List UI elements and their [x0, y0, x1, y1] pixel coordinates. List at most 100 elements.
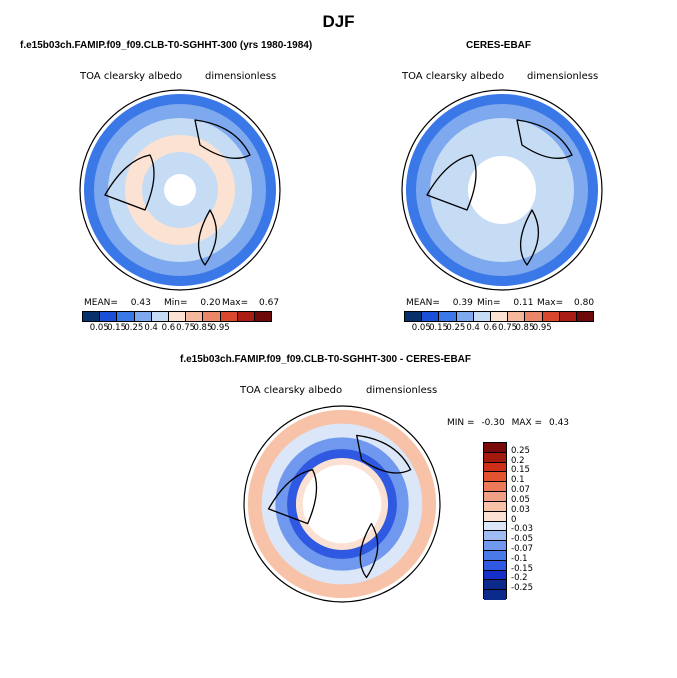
- panel-1-colorbar-swatch: [83, 312, 101, 321]
- panel-3-colorbar-swatch: [484, 443, 506, 453]
- panel-2-max-value: 0.80: [574, 298, 595, 308]
- panel-2-colorbar-tick-label: 0.05: [411, 323, 431, 333]
- panel-3-colorbar-swatch: [484, 511, 506, 522]
- panel-1-max-label: Max=: [222, 298, 249, 308]
- panel-2-colorbar-tick-label: 0.6: [483, 323, 498, 333]
- panel-2-colorbar-tick-label: 0.15: [429, 323, 448, 333]
- panel-1-colorbar-swatch: [254, 312, 272, 321]
- panel-1-coastline-1: [194, 119, 251, 159]
- panel-3-min-value: -0.30: [481, 418, 505, 428]
- panel-1-colorbar-tick-label: 0.25: [124, 323, 144, 333]
- panel-3-colorbar-swatch: [484, 531, 506, 542]
- panel-2-min-value: 0.11: [513, 298, 534, 308]
- panel-2-min-label: Min=: [477, 298, 501, 308]
- panel-3-colorbar-swatch: [484, 570, 506, 581]
- panel-3-units-label: dimensionless: [366, 385, 438, 396]
- panel-1-colorbar-tick-label: 0.95: [210, 323, 230, 333]
- panel-3-colorbar-tick-label: -0.07: [511, 543, 533, 554]
- figure-title: DJF: [322, 12, 355, 31]
- panel-1-colorbar-tick-label: 0.4: [144, 323, 158, 333]
- panel-3-colorbar-tick-label: -0.05: [511, 534, 533, 545]
- panel-3-coastline-1: [356, 434, 412, 474]
- panel-3-coastline-2: [359, 522, 379, 579]
- panel-1-colorbar-tick-label: 0.6: [161, 323, 176, 333]
- panel-1-max-stat: Max= 0.67: [222, 298, 279, 308]
- panel-1-colorbar-swatch: [186, 312, 204, 321]
- panel-3-colorbar-tick-label: 0.25: [511, 445, 530, 456]
- panel-3-minmax-stat: MIN = -0.30 MAX = 0.43: [447, 418, 569, 428]
- panel-1-colorbar-tick-label: 0.05: [89, 323, 109, 333]
- panel-3-colorbar-swatch: [484, 492, 506, 502]
- panel-2-polar-cap: [468, 156, 536, 224]
- panel-2-colorbar-swatch: [490, 312, 509, 321]
- panel-3-title: f.e15b03ch.FAMIP.f09_f09.CLB-T0-SGHHT-30…: [180, 354, 472, 365]
- panel-2-colorbar-tick-label: 0.85: [515, 323, 535, 333]
- panel-1-colorbar: [82, 311, 272, 322]
- panel-2-colorbar-tick-label: 0.75: [498, 323, 518, 333]
- panel-3-colorbar-tick-label: 0.1: [511, 475, 525, 486]
- panel-1-colorbar-tick-label: 0.15: [107, 323, 126, 333]
- panel-2-colorbar-swatch: [576, 312, 594, 321]
- panel-2-colorbar-swatch: [456, 312, 474, 321]
- panel-1-mean-label: MEAN=: [84, 298, 118, 308]
- panel-2-coastline-2: [520, 209, 539, 266]
- panel-2-units-label: dimensionless: [527, 71, 599, 82]
- panel-3-colorbar-swatch: [484, 541, 506, 551]
- panel-2-colorbar-tick-label: 0.25: [446, 323, 466, 333]
- panel-3-min-label: MIN =: [447, 418, 475, 428]
- panel-3-polar-map: [243, 405, 441, 603]
- panel-3-colorbar-tick-label: -0.25: [511, 583, 533, 594]
- panel-2-max-stat: Max= 0.80: [537, 298, 594, 308]
- panel-3-colorbar-swatch: [484, 452, 506, 463]
- panel-2-colorbar-swatch: [405, 312, 423, 321]
- panel-3-colorbar-swatch: [484, 580, 506, 591]
- panel-1-units-label: dimensionless: [205, 71, 277, 82]
- panel-3-colorbar-swatch: [484, 521, 506, 532]
- panel-1-min-value: 0.20: [200, 298, 221, 308]
- panel-3-polar-cap: [302, 464, 382, 544]
- panel-3-colorbar-swatch: [484, 501, 506, 512]
- panel-2-coastline-1: [516, 119, 573, 159]
- panel-1-colorbar-tick-label: 0.85: [193, 323, 213, 333]
- panel-2-colorbar-swatch: [508, 312, 526, 321]
- panel-1-polar-cap: [164, 174, 196, 206]
- panel-2-colorbar-swatch: [525, 312, 543, 321]
- panel-2-map-border: [401, 89, 603, 291]
- panel-2-colorbar-ticks: 0.05 0.15 0.25 0.4 0.6 0.75 0.85 0.95: [404, 323, 594, 335]
- panel-1-coastline-0: [104, 154, 155, 211]
- panel-2-polar-map: [401, 89, 603, 291]
- panel-1-polar-map: [79, 89, 281, 291]
- panel-3-colorbar-ticks: 0.25 0.2 0.15 0.1 0.07 0.05 0.03 0 -0.03 -0.05 -0.…: [511, 442, 551, 599]
- panel-1-colorbar-tick-label: 0.75: [176, 323, 196, 333]
- panel-3-colorbar-tick-label: 0: [511, 514, 517, 525]
- panel-3-colorbar-tick-label: -0.03: [511, 524, 533, 535]
- panel-2-colorbar-tick-label: 0.95: [532, 323, 552, 333]
- panel-2-colorbar: [404, 311, 594, 322]
- panel-2-colorbar-swatch: [439, 312, 457, 321]
- panel-1-colorbar-swatch: [100, 312, 118, 321]
- panel-1-colorbar-swatch: [237, 312, 255, 321]
- panel-2-colorbar-swatch: [542, 312, 560, 321]
- panel-2-max-label: Max=: [537, 298, 564, 308]
- panel-1-map-border: [79, 89, 281, 291]
- panel-3-colorbar: [483, 442, 507, 600]
- panel-1-min-label: Min=: [164, 298, 188, 308]
- panel-3-colorbar-swatch: [484, 550, 506, 561]
- panel-3-map-border: [243, 405, 441, 603]
- panel-2-colorbar-tick-label: 0.4: [466, 323, 480, 333]
- panel-3-colorbar-tick-label: 0.15: [511, 465, 530, 476]
- panel-3-colorbar-swatch: [484, 472, 506, 483]
- panel-1-max-value: 0.67: [259, 298, 280, 308]
- panel-1-colorbar-ticks: 0.05 0.15 0.25 0.4 0.6 0.75 0.85 0.95: [82, 323, 272, 335]
- panel-1-colorbar-swatch: [117, 312, 135, 321]
- panel-3-colorbar-tick-label: -0.15: [511, 563, 533, 574]
- panel-1-colorbar-swatch: [203, 312, 221, 321]
- panel-2-variable-label: TOA clearsky albedo: [402, 71, 505, 82]
- panel-2-mean-label: MEAN=: [406, 298, 440, 308]
- panel-2-mean-value: 0.39: [452, 298, 473, 308]
- panel-3-variable-label: TOA clearsky albedo: [240, 385, 343, 396]
- panel-2-coastline-0: [426, 154, 477, 211]
- panel-2-min-stat: Min= 0.11: [477, 298, 533, 308]
- panel-3-colorbar-swatch: [484, 590, 506, 600]
- panel-2-colorbar-swatch: [559, 312, 577, 321]
